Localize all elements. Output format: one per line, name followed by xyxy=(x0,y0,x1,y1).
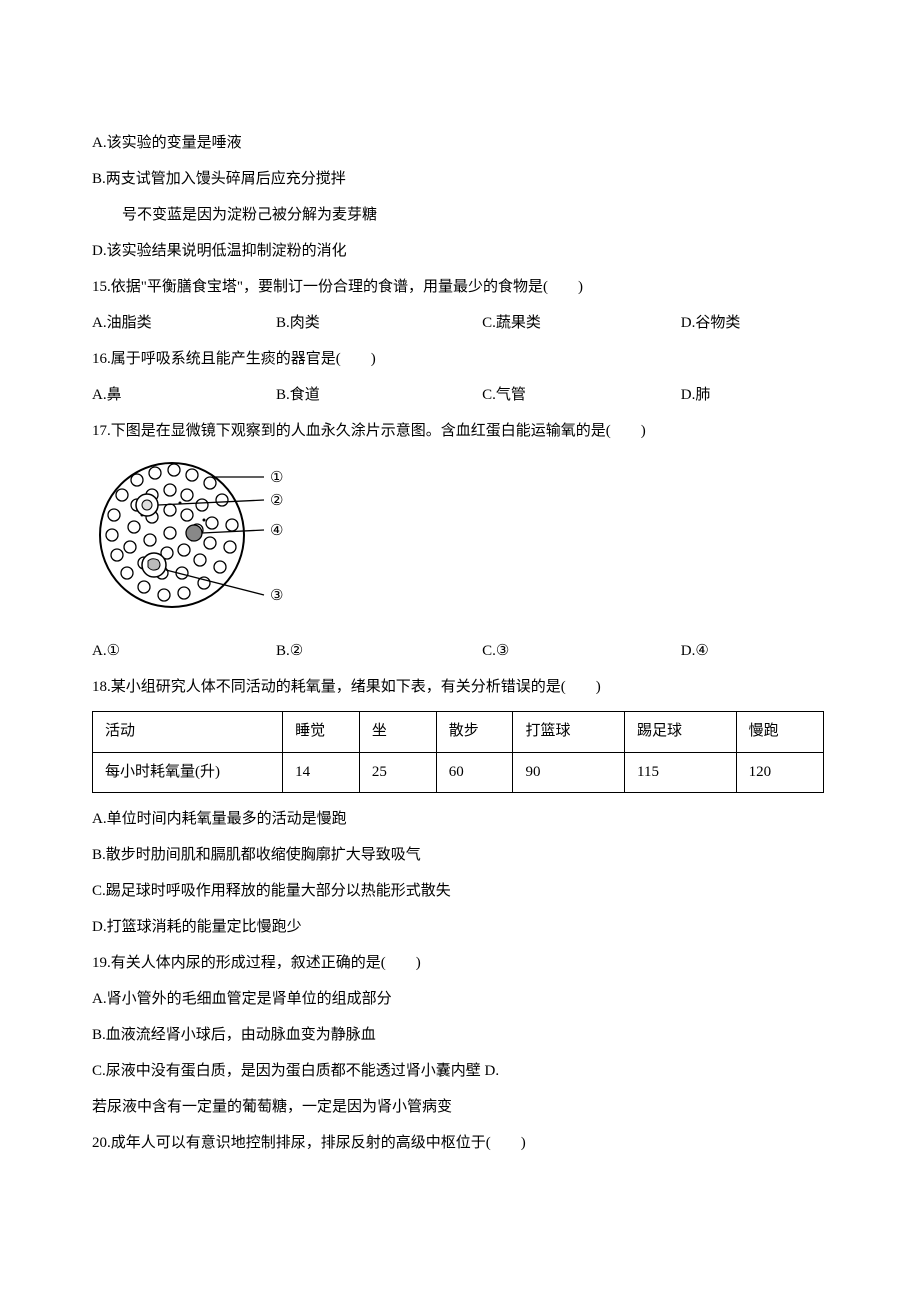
q18-table: 活动 睡觉 坐 散步 打篮球 踢足球 慢跑 每小时耗氧量(升) 14 25 60… xyxy=(92,711,824,793)
figure-label-1: ① xyxy=(270,470,283,486)
q15-d: D.谷物类 xyxy=(681,305,828,341)
q19-stem: 19.有关人体内尿的形成过程，叙述正确的是( ) xyxy=(92,945,828,981)
q18-opt-c: C.踢足球时呼吸作用释放的能量大部分以热能形式散失 xyxy=(92,873,828,909)
table-cell: 115 xyxy=(625,752,737,793)
q17-b: B.② xyxy=(276,633,482,669)
table-cell: 25 xyxy=(359,752,436,793)
q14-opt-d: D.该实验结果说明低温抑制淀粉的消化 xyxy=(92,233,828,269)
table-header: 慢跑 xyxy=(736,712,824,753)
table-header-activity: 活动 xyxy=(93,712,283,753)
q15-options: A.油脂类 B.肉类 C.蔬果类 D.谷物类 xyxy=(92,305,828,341)
q15-c: C.蔬果类 xyxy=(482,305,681,341)
q16-c: C.气管 xyxy=(482,377,681,413)
q15-a: A.油脂类 xyxy=(92,305,276,341)
figure-label-3: ③ xyxy=(270,588,283,604)
q16-a: A.鼻 xyxy=(92,377,276,413)
q15-b: B.肉类 xyxy=(276,305,482,341)
q15-stem: 15.依据"平衡膳食宝塔"，要制订一份合理的食谱，用量最少的食物是( ) xyxy=(92,269,828,305)
q20-stem: 20.成年人可以有意识地控制排尿，排尿反射的高级中枢位于( ) xyxy=(92,1125,828,1161)
table-row-label: 每小时耗氧量(升) xyxy=(93,752,283,793)
q18-opt-a: A.单位时间内耗氧量最多的活动是慢跑 xyxy=(92,801,828,837)
q17-stem: 17.下图是在显微镜下观察到的人血永久涂片示意图。含血红蛋白能运输氧的是( ) xyxy=(92,413,828,449)
q14-opt-a: A.该实验的变量是唾液 xyxy=(92,125,828,161)
q16-b: B.食道 xyxy=(276,377,482,413)
table-row: 活动 睡觉 坐 散步 打篮球 踢足球 慢跑 xyxy=(93,712,824,753)
table-cell: 90 xyxy=(513,752,625,793)
q17-c: C.③ xyxy=(482,633,681,669)
table-header: 坐 xyxy=(359,712,436,753)
q14-opt-b: B.两支试管加入馒头碎屑后应充分搅拌 xyxy=(92,161,828,197)
table-header: 睡觉 xyxy=(283,712,360,753)
table-cell: 60 xyxy=(436,752,513,793)
table-cell: 14 xyxy=(283,752,360,793)
q19-opt-c: C.尿液中没有蛋白质，是因为蛋白质都不能透过肾小囊内壁 D. xyxy=(92,1053,828,1089)
blood-smear-figure: ① ② ④ ③ xyxy=(92,455,828,629)
table-header: 散步 xyxy=(436,712,513,753)
q17-d: D.④ xyxy=(681,633,828,669)
q16-d: D.肺 xyxy=(681,377,828,413)
q18-opt-d: D.打篮球消耗的能量定比慢跑少 xyxy=(92,909,828,945)
figure-label-4: ④ xyxy=(270,523,283,539)
figure-label-2: ② xyxy=(270,493,283,509)
q16-stem: 16.属于呼吸系统且能产生痰的器官是( ) xyxy=(92,341,828,377)
q19-opt-b: B.血液流经肾小球后，由动脉血变为静脉血 xyxy=(92,1017,828,1053)
table-header: 打篮球 xyxy=(513,712,625,753)
q18-opt-b: B.散步时肋间肌和膈肌都收缩使胸廓扩大导致吸气 xyxy=(92,837,828,873)
table-cell: 120 xyxy=(736,752,824,793)
table-row: 每小时耗氧量(升) 14 25 60 90 115 120 xyxy=(93,752,824,793)
q17-a: A.① xyxy=(92,633,276,669)
table-header: 踢足球 xyxy=(625,712,737,753)
q17-options: A.① B.② C.③ D.④ xyxy=(92,633,828,669)
q19-opt-d: 若尿液中含有一定量的葡萄糖，一定是因为肾小管病变 xyxy=(92,1089,828,1125)
q18-stem: 18.某小组研究人体不同活动的耗氧量，绪果如下表，有关分析错误的是( ) xyxy=(92,669,828,705)
q19-opt-a: A.肾小管外的毛细血管定是肾单位的组成部分 xyxy=(92,981,828,1017)
q14-opt-c-part: 号不变蓝是因为淀粉己被分解为麦芽糖 xyxy=(92,197,828,233)
q16-options: A.鼻 B.食道 C.气管 D.肺 xyxy=(92,377,828,413)
